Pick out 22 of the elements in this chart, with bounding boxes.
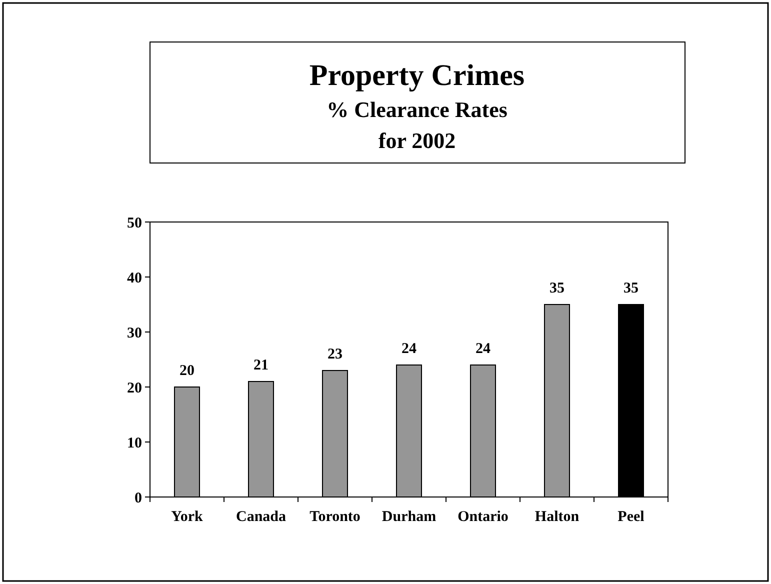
data-label: 24	[402, 341, 417, 357]
data-label: 24	[476, 341, 491, 357]
x-tick-label: York	[171, 509, 204, 525]
y-tick-label: 10	[127, 435, 142, 452]
y-tick-label: 0	[134, 490, 142, 506]
chart-subtitle: % Clearance Rates for 2002	[326, 97, 508, 153]
data-label: 35	[550, 280, 564, 296]
y-tick-label: 20	[127, 380, 142, 396]
data-label: 20	[180, 363, 194, 379]
y-tick-label: 30	[127, 325, 142, 342]
x-tick-label: Toronto	[310, 509, 360, 525]
x-tick-label: Halton	[534, 509, 580, 525]
x-tick-label: Ontario	[458, 509, 508, 525]
x-tick-label: Peel	[618, 509, 644, 525]
data-label: 35	[624, 280, 638, 296]
chart-title: Property Crimes	[309, 59, 525, 92]
data-label: 21	[254, 358, 268, 374]
x-tick-label: Canada	[236, 509, 286, 525]
y-tick-label: 50	[127, 215, 142, 232]
data-label: 23	[328, 346, 342, 362]
x-tick-label: Durham	[382, 509, 437, 525]
y-tick-label: 40	[127, 270, 142, 286]
